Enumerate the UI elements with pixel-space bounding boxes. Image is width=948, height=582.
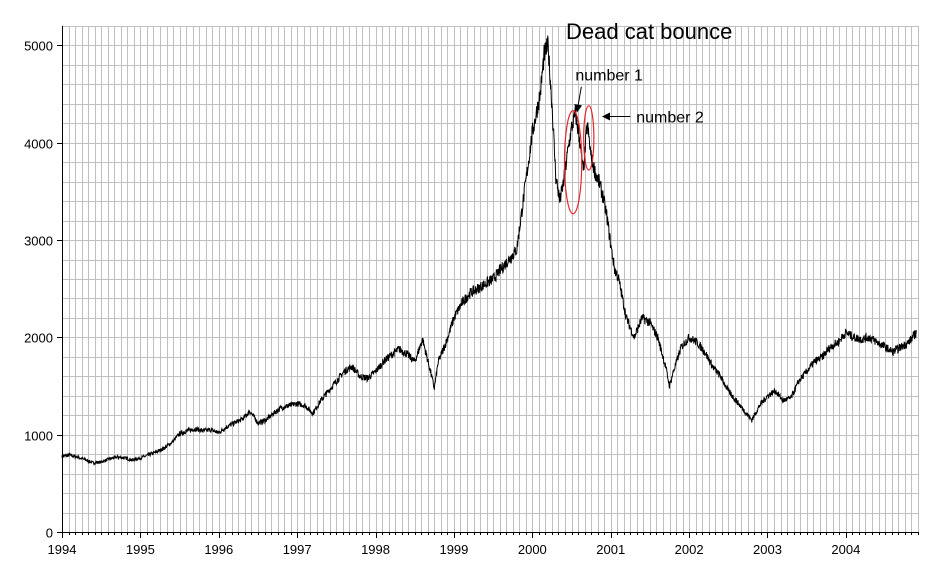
chart-title: Dead cat bounce [566, 19, 732, 44]
x-tick-label: 1998 [361, 542, 390, 557]
x-tick-label: 2004 [831, 542, 860, 557]
x-tick-label: 2000 [518, 542, 547, 557]
annotation-arrow-1 [574, 86, 583, 113]
annotation-number-1: number 1 [575, 68, 643, 85]
x-tick-label: 1997 [283, 542, 312, 557]
series-line-index [61, 35, 917, 466]
highlight-ellipse-2 [583, 105, 595, 171]
x-tick-label: 1996 [204, 542, 233, 557]
y-tick-label: 2000 [24, 331, 53, 346]
highlight-ellipse-1 [563, 110, 583, 215]
x-tick-label: 2001 [596, 542, 625, 557]
y-tick-label: 5000 [24, 39, 53, 54]
y-tick-label: 3000 [24, 234, 53, 249]
y-tick-label: 0 [46, 526, 53, 541]
x-tick-label: 2002 [675, 542, 704, 557]
x-tick-label: 1994 [48, 542, 77, 557]
x-tick-label: 1999 [439, 542, 468, 557]
x-tick-label: 1995 [126, 542, 155, 557]
x-tick-label: 2003 [753, 542, 782, 557]
y-tick-label: 4000 [24, 137, 53, 152]
y-tick-label: 1000 [24, 429, 53, 444]
annotation-number-2: number 2 [636, 109, 704, 126]
